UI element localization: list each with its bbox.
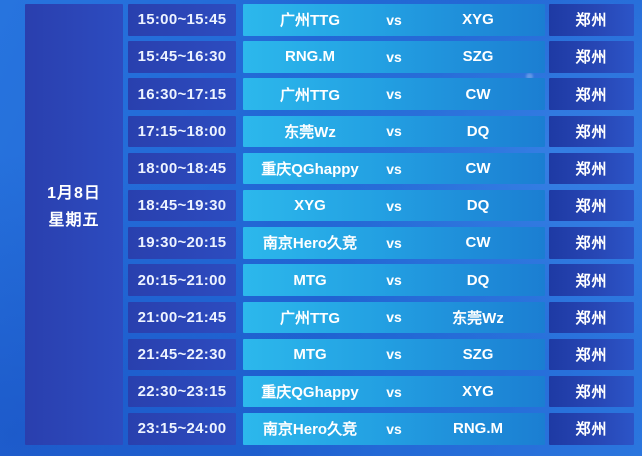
vs-label: vs — [386, 123, 402, 140]
match-card[interactable]: 重庆QGhappy vs CW — [243, 152, 545, 185]
match-card[interactable]: 广州TTG vs CW — [243, 78, 545, 110]
team-a-label: MTG — [293, 271, 327, 289]
location-badge: 郑州 — [549, 227, 634, 259]
schedule-row: 16:30~17:15 广州TTG vs CW 郑州 — [128, 78, 634, 110]
time-slot: 23:15~24:00 — [128, 413, 236, 445]
location-badge: 郑州 — [549, 189, 634, 222]
schedule-row: 23:15~24:00 南京Hero久竞 vs RNG.M 郑州 — [128, 413, 634, 445]
time-slot: 22:30~23:15 — [128, 375, 236, 408]
location-badge: 郑州 — [549, 264, 634, 296]
time-slot: 21:00~21:45 — [128, 301, 236, 333]
bokeh-dot — [526, 73, 533, 80]
team-a-label: XYG — [294, 197, 326, 215]
team-a-label: 重庆QGhappy — [261, 161, 359, 178]
vs-label: vs — [386, 48, 402, 65]
time-slot: 18:00~18:45 — [128, 152, 236, 185]
team-a-label: 广州TTG — [280, 86, 340, 104]
schedule-row: 21:45~22:30 MTG vs SZG 郑州 — [128, 338, 634, 371]
team-b-label: DQ — [466, 271, 490, 289]
team-b-label: RNG.M — [453, 420, 503, 438]
team-a-label: 东莞Wz — [284, 123, 336, 141]
team-b-label: DQ — [466, 122, 490, 140]
time-slot: 19:30~20:15 — [128, 227, 236, 259]
team-b-label: XYG — [462, 383, 494, 401]
vs-label: vs — [386, 420, 402, 437]
team-a-label: 南京Hero久竞 — [262, 235, 358, 253]
location-badge: 郑州 — [549, 152, 634, 185]
match-card[interactable]: MTG vs SZG — [243, 338, 545, 371]
vs-label: vs — [386, 197, 402, 214]
location-badge: 郑州 — [549, 115, 634, 148]
match-card[interactable]: RNG.M vs SZG — [243, 41, 545, 73]
time-slot: 21:45~22:30 — [128, 338, 236, 371]
vs-label: vs — [386, 309, 402, 326]
team-b-label: CW — [465, 85, 491, 103]
schedule-rows: 15:00~15:45 广州TTG vs XYG 郑州 15:45~16:30 … — [128, 4, 634, 445]
time-slot: 17:15~18:00 — [128, 115, 236, 148]
location-badge: 郑州 — [549, 301, 634, 333]
team-a-label: 广州TTG — [280, 12, 340, 30]
location-badge: 郑州 — [549, 4, 634, 36]
schedule-row: 19:30~20:15 南京Hero久竞 vs CW 郑州 — [128, 227, 634, 259]
schedule-row: 15:45~16:30 RNG.M vs SZG 郑州 — [128, 41, 634, 73]
location-badge: 郑州 — [549, 375, 634, 408]
match-card[interactable]: 重庆QGhappy vs XYG — [243, 375, 545, 408]
schedule-row: 22:30~23:15 重庆QGhappy vs XYG 郑州 — [128, 375, 634, 408]
vs-label: vs — [386, 383, 402, 400]
schedule-row: 18:00~18:45 重庆QGhappy vs CW 郑州 — [128, 152, 634, 185]
team-b-label: CW — [465, 160, 491, 177]
vs-label: vs — [386, 272, 402, 289]
team-a-label: 南京Hero久竞 — [262, 421, 358, 439]
schedule-row: 21:00~21:45 广州TTG vs 东莞Wz 郑州 — [128, 301, 634, 333]
location-badge: 郑州 — [549, 41, 634, 73]
schedule-row: 17:15~18:00 东莞Wz vs DQ 郑州 — [128, 115, 634, 148]
date-panel: 1月8日 星期五 — [25, 4, 123, 445]
date-label: 1月8日 — [47, 185, 101, 203]
team-b-label: 东莞Wz — [452, 309, 504, 327]
weekday-label: 星期五 — [48, 211, 100, 229]
vs-label: vs — [386, 234, 402, 251]
match-card[interactable]: MTG vs DQ — [243, 264, 545, 296]
match-card[interactable]: 南京Hero久竞 vs CW — [243, 227, 545, 259]
vs-label: vs — [386, 11, 402, 28]
team-a-label: RNG.M — [285, 48, 335, 66]
team-b-label: XYG — [462, 11, 494, 29]
team-a-label: MTG — [293, 345, 327, 363]
vs-label: vs — [386, 86, 402, 103]
team-a-label: 重庆QGhappy — [261, 384, 359, 402]
schedule-row: 20:15~21:00 MTG vs DQ 郑州 — [128, 264, 634, 296]
time-slot: 18:45~19:30 — [128, 189, 236, 222]
team-b-label: CW — [465, 234, 491, 252]
vs-label: vs — [386, 346, 402, 363]
team-b-label: DQ — [466, 197, 490, 215]
vs-label: vs — [386, 160, 402, 177]
match-card[interactable]: 广州TTG vs XYG — [243, 4, 545, 36]
time-slot: 15:00~15:45 — [128, 4, 236, 36]
team-b-label: SZG — [462, 345, 494, 363]
schedule-row: 15:00~15:45 广州TTG vs XYG 郑州 — [128, 4, 634, 36]
schedule-row: 18:45~19:30 XYG vs DQ 郑州 — [128, 189, 634, 222]
match-card[interactable]: 东莞Wz vs DQ — [243, 115, 545, 148]
match-card[interactable]: 广州TTG vs 东莞Wz — [243, 301, 545, 333]
location-badge: 郑州 — [549, 413, 634, 445]
match-card[interactable]: 南京Hero久竞 vs RNG.M — [243, 413, 545, 445]
time-slot: 20:15~21:00 — [128, 264, 236, 296]
time-slot: 16:30~17:15 — [128, 78, 236, 110]
match-card[interactable]: XYG vs DQ — [243, 189, 545, 222]
location-badge: 郑州 — [549, 338, 634, 371]
time-slot: 15:45~16:30 — [128, 41, 236, 73]
team-a-label: 广州TTG — [280, 309, 340, 327]
team-b-label: SZG — [462, 48, 494, 66]
location-badge: 郑州 — [549, 78, 634, 110]
